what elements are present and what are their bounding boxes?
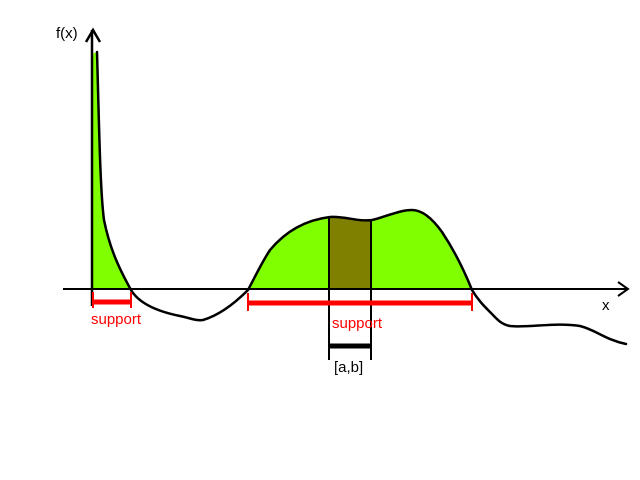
x-axis-label: x: [602, 297, 610, 314]
support-marker-left: [92, 292, 132, 308]
support-fill-left: [92, 52, 131, 290]
y-axis-label: f(x): [56, 25, 78, 42]
support-label-left: support: [91, 311, 142, 328]
function-curve: [95, 50, 628, 346]
x-axis-arrow: [617, 281, 630, 297]
interval-label: [a,b]: [334, 359, 363, 376]
support-marker-right: [247, 293, 473, 311]
y-axis-arrow: [84, 27, 102, 43]
support-label-right: support: [332, 315, 383, 332]
interval-area: [330, 216, 370, 290]
